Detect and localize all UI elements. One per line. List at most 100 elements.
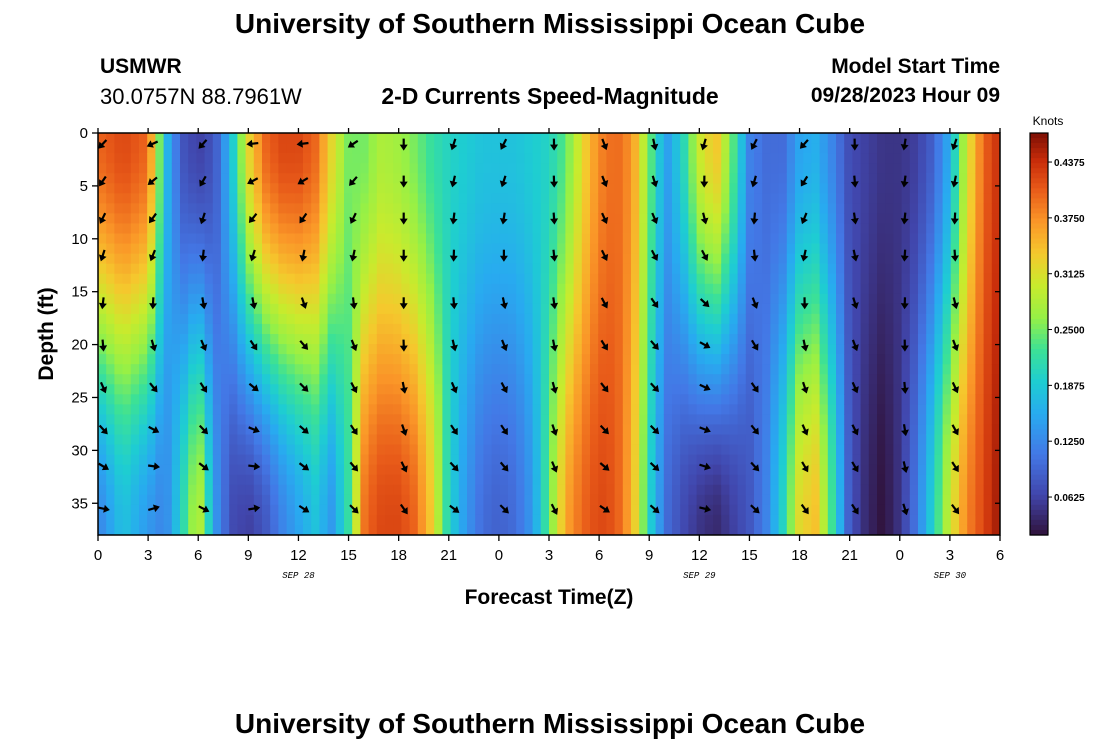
heat-cell bbox=[655, 303, 665, 315]
heat-cell bbox=[672, 504, 681, 516]
heat-cell bbox=[557, 494, 566, 506]
heat-cell bbox=[335, 344, 345, 355]
heat-cell bbox=[376, 163, 386, 174]
current-arrow bbox=[900, 212, 909, 225]
heat-cell bbox=[303, 434, 312, 446]
heat-cell bbox=[417, 253, 427, 265]
heat-cell bbox=[557, 484, 566, 496]
heat-cell bbox=[98, 173, 107, 184]
heat-cell bbox=[852, 313, 862, 325]
heat-cell bbox=[278, 243, 288, 255]
heat-cell bbox=[139, 303, 148, 315]
heat-cell bbox=[770, 424, 780, 436]
current-arrow bbox=[248, 462, 261, 471]
heat-cell bbox=[106, 303, 115, 315]
heat-cell bbox=[565, 464, 575, 476]
heat-cell bbox=[327, 313, 337, 325]
heat-cell bbox=[909, 374, 919, 385]
heat-cell bbox=[458, 193, 468, 204]
heat-cell bbox=[303, 203, 312, 214]
heat-cell bbox=[901, 524, 911, 535]
heat-cell bbox=[729, 173, 739, 184]
heat-cell bbox=[319, 464, 329, 476]
heat-cell bbox=[918, 173, 927, 184]
heat-cell bbox=[204, 474, 214, 486]
heat-cell bbox=[581, 354, 591, 365]
heat-cell bbox=[393, 133, 402, 144]
heat-cell bbox=[434, 223, 443, 235]
heat-cell bbox=[212, 193, 222, 204]
heat-cell bbox=[942, 173, 952, 184]
heat-cell bbox=[631, 394, 640, 405]
heat-cell bbox=[483, 434, 493, 446]
heat-cell bbox=[540, 384, 550, 395]
heat-cell bbox=[680, 193, 689, 204]
heat-cell bbox=[229, 193, 238, 204]
heat-cell bbox=[631, 323, 640, 335]
heat-cell bbox=[540, 424, 550, 436]
heat-cell bbox=[442, 524, 452, 535]
heat-cell bbox=[221, 424, 230, 436]
heat-cell bbox=[778, 323, 788, 335]
heat-cell bbox=[327, 474, 337, 486]
heat-cell bbox=[147, 364, 156, 375]
heat-cell bbox=[409, 424, 419, 436]
heat-cell bbox=[778, 444, 788, 456]
heat-cell bbox=[229, 153, 238, 164]
heat-cell bbox=[417, 394, 427, 405]
heat-cell bbox=[155, 323, 165, 335]
heat-cell bbox=[155, 504, 165, 516]
heat-cell bbox=[393, 464, 402, 476]
current-arrow bbox=[299, 382, 309, 392]
heat-cell bbox=[770, 464, 780, 476]
heat-cell bbox=[426, 283, 435, 295]
heat-cell bbox=[245, 444, 255, 456]
heat-cell bbox=[909, 193, 919, 204]
heat-cell bbox=[877, 233, 886, 245]
heat-cell bbox=[622, 334, 632, 345]
heat-cell bbox=[885, 323, 894, 335]
heat-cell bbox=[245, 183, 255, 194]
heat-cell bbox=[114, 404, 124, 415]
heat-cell bbox=[540, 243, 550, 255]
heat-cell bbox=[180, 233, 189, 245]
heat-cell bbox=[467, 374, 476, 385]
heat-cell bbox=[139, 173, 148, 184]
heat-cell bbox=[950, 524, 960, 535]
heat-cell bbox=[171, 514, 181, 526]
heat-cell bbox=[303, 223, 312, 235]
heat-cell bbox=[893, 223, 903, 235]
heat-cell bbox=[663, 283, 673, 295]
date-label: SEP 29 bbox=[683, 571, 716, 581]
heat-cell bbox=[237, 484, 247, 496]
heat-cell bbox=[245, 464, 255, 476]
heat-cell bbox=[647, 263, 657, 275]
heat-cell bbox=[893, 153, 903, 164]
colorbar-segment bbox=[1030, 293, 1048, 300]
current-arrow bbox=[550, 424, 559, 436]
heat-cell bbox=[385, 354, 394, 365]
heat-cell bbox=[778, 354, 788, 365]
heat-cell bbox=[836, 313, 845, 325]
heat-cell bbox=[901, 163, 911, 174]
heat-cell bbox=[581, 424, 591, 436]
heat-cell bbox=[212, 404, 222, 415]
heat-cell bbox=[754, 394, 763, 405]
heat-cell bbox=[335, 464, 345, 476]
heat-cell bbox=[475, 203, 484, 214]
heat-cell bbox=[368, 514, 378, 526]
colorbar-segment bbox=[1030, 178, 1048, 184]
heat-cell bbox=[139, 514, 148, 526]
heat-cell bbox=[245, 273, 255, 285]
heat-cell bbox=[180, 514, 189, 526]
heat-cell bbox=[639, 394, 648, 405]
heat-cell bbox=[130, 364, 140, 375]
heat-cell bbox=[352, 434, 361, 446]
heat-cell bbox=[163, 344, 173, 355]
heat-cell bbox=[688, 474, 698, 486]
heat-cell bbox=[286, 293, 296, 305]
heat-cell bbox=[212, 354, 222, 365]
heat-cell bbox=[844, 293, 853, 305]
heat-cell bbox=[622, 464, 632, 476]
heat-cell bbox=[335, 183, 345, 194]
